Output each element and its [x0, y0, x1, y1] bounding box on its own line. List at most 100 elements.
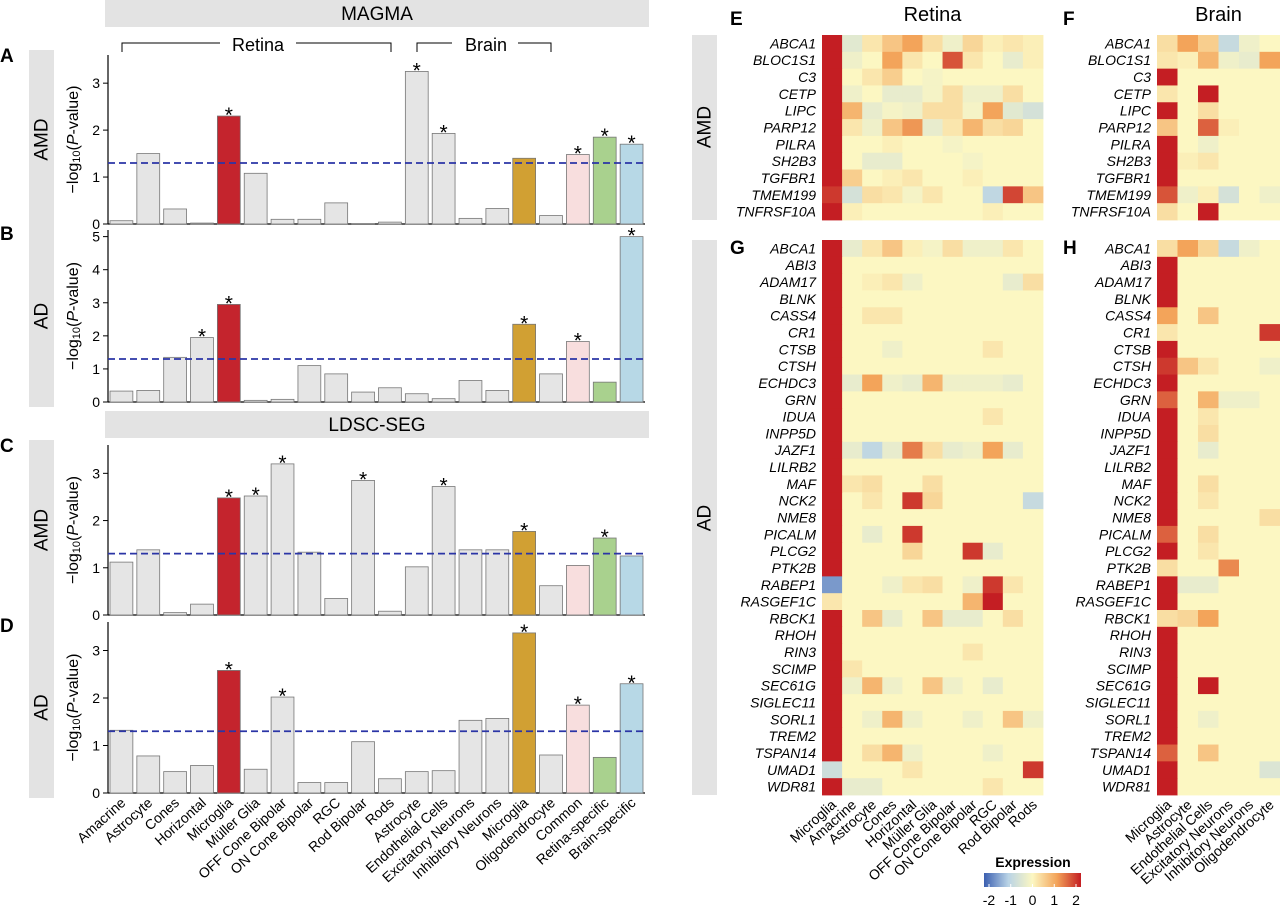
heatmap-cell: [1239, 408, 1260, 426]
heatmap-cell: [1022, 340, 1044, 359]
heatmap-cell: [1002, 441, 1024, 460]
heatmap-cell: [882, 374, 903, 392]
heatmap-cell: [1177, 492, 1199, 510]
heatmap-cell: [842, 340, 863, 359]
heatmap-cell: [902, 340, 923, 359]
heatmap-cell: [1022, 68, 1044, 86]
heatmap-cell: [1022, 660, 1044, 678]
heatmap-cell: [1002, 374, 1024, 392]
heatmap-cell: [1002, 778, 1024, 796]
panel-letter: A: [0, 46, 14, 67]
heatmap-cell: [882, 492, 903, 510]
legend-tick-label: -2: [983, 892, 996, 908]
heatmap-cell: [882, 256, 903, 275]
gene-label: WDR81: [767, 779, 816, 795]
heatmap-cell: [1259, 492, 1280, 510]
bar: [512, 323, 537, 403]
heatmap-cell: [902, 677, 923, 695]
bar: [163, 208, 187, 225]
heatmap-cell: [1259, 610, 1280, 628]
heatmap-cell: [982, 256, 1004, 275]
significance-star: *: [225, 292, 233, 315]
heatmap-cell: [902, 307, 923, 325]
y-tick-label: 5: [92, 229, 100, 245]
bar: [431, 398, 456, 403]
heatmap-cell: [982, 694, 1004, 712]
bar: [190, 603, 214, 616]
heatmap-cell: [902, 458, 923, 476]
heatmap-cell: [1218, 458, 1240, 476]
heatmap-cell: [822, 576, 843, 594]
heatmap-cell: [862, 340, 883, 359]
heatmap-cell: [1177, 203, 1199, 221]
heatmap-cell: [882, 357, 903, 375]
heatmap-cell: [1157, 441, 1178, 460]
bar: [351, 391, 375, 403]
panel-letter: G: [730, 238, 745, 259]
heatmap-cell: [1157, 425, 1178, 443]
significance-star: *: [601, 526, 609, 549]
heatmap-cell: [882, 169, 903, 187]
heatmap-cell: [1177, 458, 1199, 476]
heatmap-cell: [1002, 240, 1024, 258]
bar: [485, 549, 510, 616]
heatmap-cell: [842, 778, 863, 796]
heatmap-cell: [862, 593, 883, 611]
bar: [404, 71, 429, 225]
heatmap-cell: [882, 51, 903, 70]
heatmap-cell: [1157, 525, 1178, 544]
heatmap-cell: [822, 240, 843, 258]
heatmap-cell: [982, 576, 1004, 594]
gene-label: ABCA1: [769, 240, 816, 256]
heatmap-cell: [922, 509, 943, 527]
heatmap-cell: [822, 273, 843, 291]
heatmap-cell: [922, 710, 943, 729]
heatmap-cell: [862, 710, 883, 729]
heatmap-cell: [1239, 475, 1260, 493]
heatmap-cell: [922, 458, 943, 476]
heatmap-cell: [1002, 492, 1024, 510]
heatmap-cell: [882, 576, 903, 594]
heatmap-cell: [1259, 509, 1280, 527]
heatmap-cell: [1239, 710, 1260, 729]
heatmap-cell: [1239, 525, 1260, 544]
bar: [243, 768, 268, 794]
significance-star: *: [359, 468, 367, 491]
heatmap-cell: [1239, 458, 1260, 476]
heatmap-cell: [1177, 778, 1199, 796]
heatmap-cell: [1218, 677, 1240, 695]
gene-label: CTSH: [1113, 358, 1152, 374]
bar: [458, 719, 483, 794]
bar: [485, 718, 510, 794]
heatmap-cell: [902, 374, 923, 392]
heatmap-cell: [922, 85, 943, 103]
heatmap-cell: [842, 660, 863, 678]
bar: [512, 632, 537, 794]
bar: [431, 132, 456, 225]
heatmap-cell: [842, 35, 863, 53]
heatmap-cell: [1198, 475, 1219, 493]
heatmap-cell: [1259, 761, 1280, 779]
gene-label: JAZF1: [774, 442, 816, 458]
heatmap-cell: [1198, 240, 1219, 258]
heatmap-cell: [1022, 169, 1044, 187]
heatmap-cell: [982, 710, 1004, 729]
heatmap-cell: [862, 475, 883, 493]
heatmap-cell: [882, 273, 903, 291]
heatmap-cell: [842, 441, 863, 460]
heatmap-cell: [1218, 35, 1240, 53]
heatmap-cell: [1198, 391, 1219, 409]
gene-label: RIN3: [1119, 644, 1151, 660]
heatmap-cell: [922, 677, 943, 695]
bar: [458, 217, 483, 225]
heatmap-cell: [822, 135, 843, 154]
heatmap-cell: [862, 85, 883, 103]
heatmap-cell: [862, 391, 883, 409]
heatmap-cell: [1259, 525, 1280, 544]
heatmap-cell: [962, 152, 984, 170]
bar: [431, 770, 456, 794]
heatmap-cell: [942, 119, 964, 137]
heatmap-cell: [882, 509, 903, 527]
gene-label: CETP: [1114, 86, 1152, 102]
bar: [243, 172, 268, 225]
